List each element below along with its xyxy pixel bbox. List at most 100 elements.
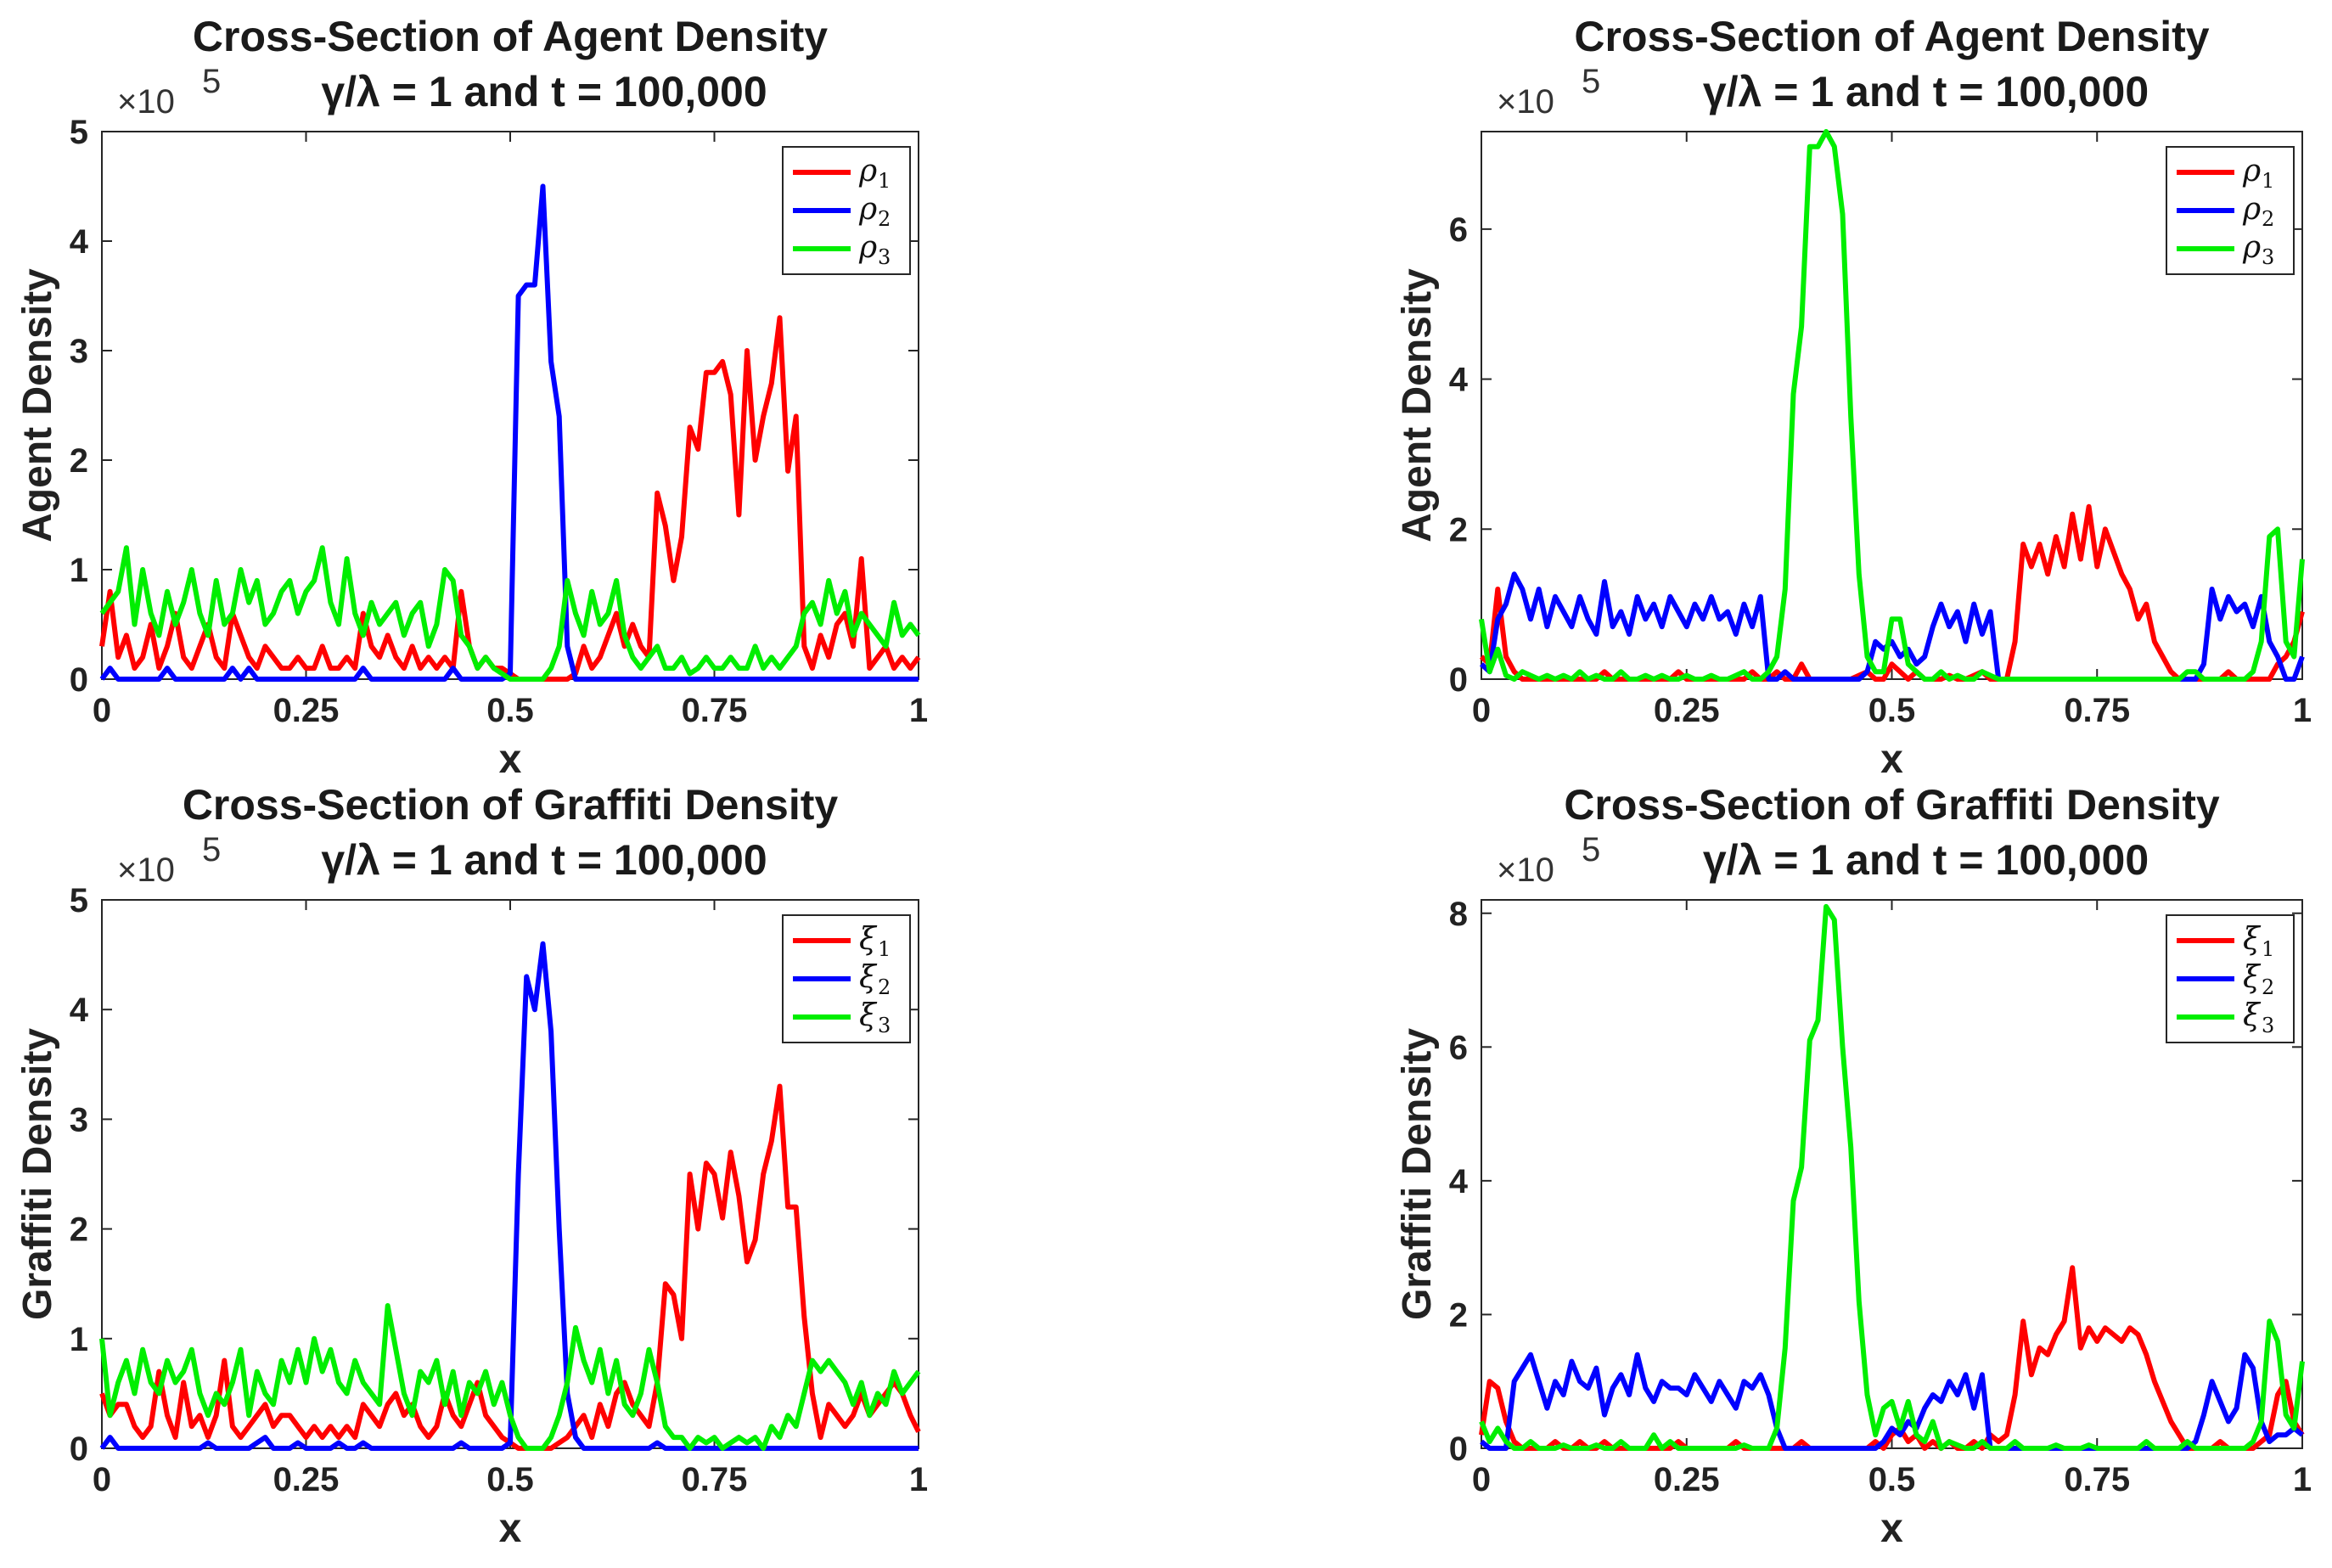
legend-label: ξ: [859, 960, 878, 995]
x-tick-label: 0.75: [2064, 692, 2130, 729]
y-tick-label: 4: [1449, 362, 1469, 399]
y-tick-label: 0: [70, 661, 88, 699]
x-tick-label: 0: [1472, 1461, 1491, 1498]
axis-multiplier-exponent: 5: [1582, 831, 1600, 868]
x-tick-label: 0: [93, 1461, 111, 1498]
legend-label: ρ: [858, 192, 877, 227]
x-axis-label: x: [499, 1506, 522, 1551]
y-tick-label: 4: [1449, 1163, 1469, 1200]
axis-multiplier: ×10: [1497, 851, 1554, 889]
x-tick-label: 0.25: [273, 692, 340, 729]
legend-label-subscript: 3: [878, 1014, 891, 1037]
axis-multiplier-exponent: 5: [1582, 63, 1600, 100]
y-tick-label: 8: [1449, 896, 1468, 933]
legend-label: ρ: [858, 154, 877, 188]
legend-label: ρ: [2242, 230, 2261, 265]
legend: ξ 1ξ 2ξ 3: [2166, 914, 2295, 1043]
x-axis-label: x: [1880, 1506, 1903, 1551]
y-tick-label: 1: [70, 552, 88, 589]
axis-multiplier: ×10: [117, 851, 175, 889]
panel-agent-right: 0 0.25 0.5 0.75 1 0 2 4 6 Cross-Section of Agent …: [1395, 13, 2312, 782]
y-tick-label: 5: [70, 114, 88, 151]
legend-label: ρ: [858, 230, 877, 265]
plot-area: [1481, 131, 2303, 680]
series-line-2: [99, 941, 919, 1451]
series-line-3: [99, 545, 921, 682]
chart-title: Cross-Section of Graffiti Density: [183, 781, 839, 829]
legend-label-subscript: 1: [878, 169, 891, 193]
x-tick-label: 1: [909, 692, 928, 729]
x-tick-label: 1: [2293, 692, 2312, 729]
y-tick-label: 2: [1449, 1296, 1468, 1334]
y-tick-label: 1: [70, 1321, 88, 1358]
y-tick-label: 2: [1449, 511, 1468, 548]
x-tick-label: 1: [2293, 1461, 2312, 1498]
legend-label: ξ: [2243, 998, 2262, 1033]
y-tick-label: 2: [70, 442, 88, 480]
y-tick-label: 4: [70, 223, 89, 261]
legend: ρ 1ρ 2ρ 3: [782, 146, 911, 275]
legend-label-subscript: 1: [2262, 169, 2274, 193]
legend: ρ 1ρ 2ρ 3: [2166, 146, 2295, 275]
x-tick-label: 0: [93, 692, 111, 729]
y-tick-label: 6: [1449, 1029, 1468, 1066]
chart-subtitle: γ/λ = 1 and t = 100,000: [1703, 68, 2149, 115]
legend-label: ξ: [859, 922, 878, 957]
legend-label-subscript: 1: [2262, 937, 2274, 961]
axis-multiplier: ×10: [117, 83, 175, 121]
x-tick-label: 1: [909, 1461, 928, 1498]
x-tick-label: 0.25: [1654, 692, 1720, 729]
legend-label: ξ: [859, 998, 878, 1033]
legend-label: ρ: [2242, 192, 2261, 227]
legend-label-subscript: 2: [2262, 207, 2274, 231]
legend-label: ρ: [2242, 154, 2261, 188]
legend-label: ξ: [2243, 960, 2262, 995]
x-tick-label: 0.5: [486, 1461, 534, 1498]
plot-area: [1481, 899, 2303, 1449]
legend-label-subscript: 3: [2262, 1014, 2274, 1037]
chart-subtitle: γ/λ = 1 and t = 100,000: [321, 68, 767, 115]
y-axis-label: Agent Density: [15, 268, 60, 542]
y-tick-label: 0: [1449, 1430, 1468, 1468]
axis-multiplier: ×10: [1497, 83, 1554, 121]
chart-title: Cross-Section of Graffiti Density: [1564, 781, 2220, 829]
y-tick-label: 5: [70, 882, 88, 919]
legend-label-subscript: 3: [878, 245, 891, 269]
legend-label-subscript: 2: [2262, 975, 2274, 999]
series-line-3: [1479, 129, 2305, 682]
y-tick-label: 0: [70, 1430, 88, 1468]
series-line-2: [99, 183, 919, 682]
x-tick-label: 0.75: [2064, 1461, 2130, 1498]
y-tick-label: 0: [1449, 661, 1468, 699]
y-axis-label: Agent Density: [1395, 268, 1440, 542]
axis-multiplier-exponent: 5: [202, 63, 221, 100]
y-tick-label: 3: [70, 1101, 88, 1138]
legend-label-subscript: 2: [878, 207, 891, 231]
y-tick-label: 4: [70, 992, 89, 1029]
series-line-3: [1479, 903, 2305, 1451]
x-tick-label: 0.25: [1654, 1461, 1720, 1498]
legend-label-subscript: 1: [878, 937, 891, 961]
x-tick-label: 0: [1472, 692, 1491, 729]
legend: ξ 1ξ 2ξ 3: [782, 914, 911, 1043]
x-tick-label: 0.5: [1868, 1461, 1916, 1498]
x-axis-label: x: [499, 737, 522, 782]
y-axis-label: Graffiti Density: [1395, 1028, 1440, 1320]
x-tick-label: 0.25: [273, 1461, 340, 1498]
x-tick-label: 0.5: [486, 692, 534, 729]
series-line-1: [1479, 1265, 2305, 1451]
axis-multiplier-exponent: 5: [202, 831, 221, 868]
series-line-1: [1479, 503, 2305, 682]
chart-subtitle: γ/λ = 1 and t = 100,000: [1703, 836, 2149, 884]
y-axis-label: Graffiti Density: [15, 1028, 60, 1320]
y-tick-label: 2: [70, 1211, 88, 1249]
series-line-3: [99, 1303, 921, 1451]
legend-label: ξ: [2243, 922, 2262, 957]
y-tick-label: 6: [1449, 211, 1468, 249]
panel-graffiti-right: 0 0.25 0.5 0.75 1 0 2 4 6 8 Cross-Section of Graff…: [1395, 781, 2312, 1551]
legend-label-subscript: 3: [2262, 245, 2274, 269]
x-tick-label: 0.75: [682, 1461, 748, 1498]
